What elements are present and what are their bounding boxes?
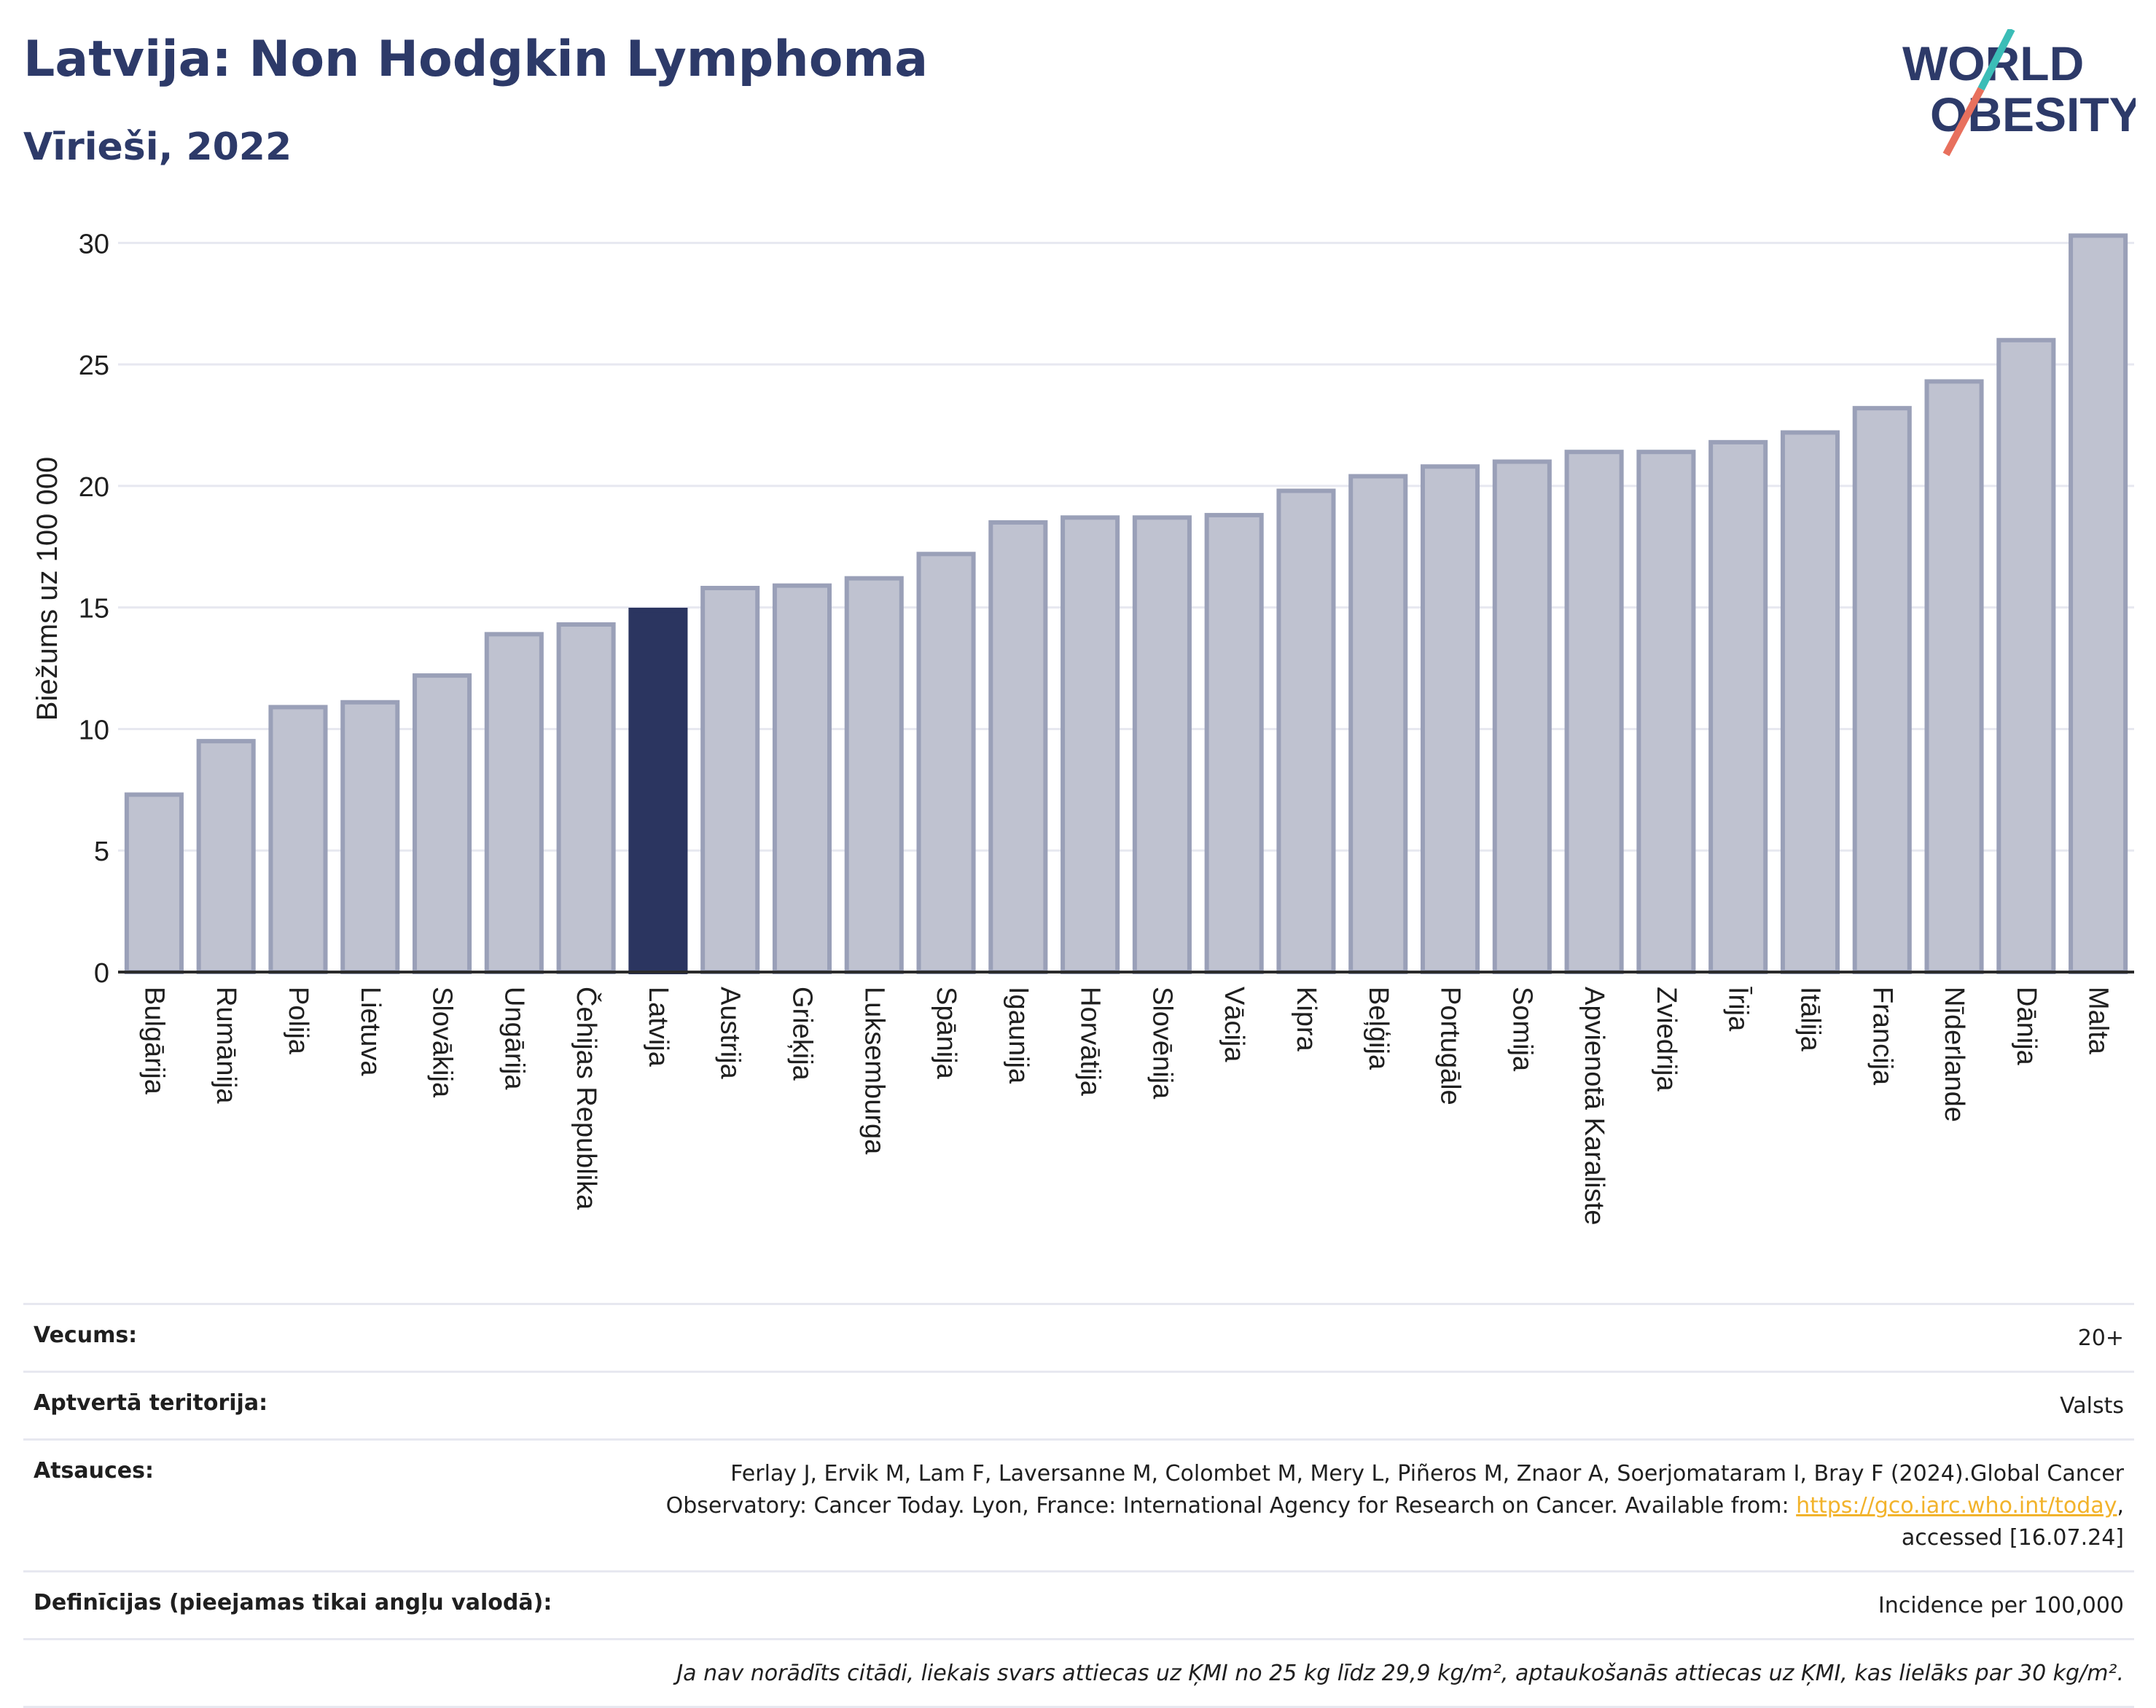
x-tick-label: Francija [1867, 987, 1897, 1086]
info-key: Atsauces: [34, 1458, 154, 1484]
x-tick-label: Īrija [1723, 987, 1754, 1032]
bar-26 [1996, 337, 2056, 975]
bar-1 [196, 739, 256, 974]
bar-23 [1780, 430, 1840, 974]
y-tick-label: 15 [79, 594, 109, 624]
x-tick-label: Zviedrija [1651, 987, 1682, 1092]
bar-9 [772, 583, 832, 974]
bar-6 [556, 622, 616, 974]
info-row: Ja nav norādīts citādi, liekais svars at… [23, 1638, 2134, 1708]
bars [124, 233, 2128, 975]
bar-24 [1852, 406, 1912, 974]
x-tick-label: Luksemburga [859, 987, 889, 1155]
info-value: Ferlay J, Ervik M, Lam F, Laversanne M, … [630, 1458, 2124, 1554]
bar-5 [484, 632, 544, 974]
y-axis-label: Biežums uz 100 000 [31, 457, 63, 721]
x-tick-label: Horvātija [1075, 987, 1106, 1097]
bar-0 [124, 792, 184, 974]
x-tick-label: Dānija [2011, 987, 2042, 1066]
x-tick-label: Rumānija [211, 987, 241, 1104]
bar-12 [988, 520, 1048, 974]
bar-16 [1276, 488, 1336, 974]
y-tick-label: 5 [94, 837, 109, 867]
x-tick-label: Latvija [643, 987, 673, 1068]
bar-4 [412, 673, 472, 975]
logo-slash-teal [1977, 29, 2015, 91]
x-tick-label: Bulgārija [138, 987, 169, 1095]
info-value: Valsts [2060, 1393, 2124, 1419]
x-tick-label: Grieķija [786, 987, 817, 1081]
bar-2 [268, 705, 328, 974]
info-table: Vecums: 20+ Aptvertā teritorija: Valsts Atsa… [23, 1303, 2134, 1708]
bar-14 [1132, 515, 1192, 974]
x-tick-label: Beļģija [1363, 987, 1394, 1070]
bar-27 [2069, 233, 2128, 974]
x-tick-label: Igaunija [1003, 987, 1034, 1084]
bar-17 [1348, 474, 1408, 974]
info-key: Definīcijas (pieejamas tikai angļu valod… [34, 1590, 552, 1615]
bar-3 [340, 700, 400, 974]
x-tick-label: Nīderlande [1939, 987, 1969, 1122]
info-key: Vecums: [34, 1323, 138, 1348]
bar-7 [628, 608, 688, 974]
x-tick-label: Vācija [1219, 987, 1249, 1062]
bar-22 [1708, 439, 1768, 974]
y-tick-label: 20 [79, 472, 109, 503]
reference-text: Ferlay J, Ervik M, Lam F, Laversanne M, … [665, 1461, 2124, 1519]
reference-accessed-text: , accessed [16.07.24] [1901, 1493, 2124, 1551]
info-key: Aptvertā teritorija: [34, 1390, 268, 1416]
y-tick-labels: 0 5 10 15 20 25 30 [79, 229, 109, 989]
bar-10 [844, 576, 904, 974]
reference-link[interactable]: https://gco.iarc.who.int/today [1796, 1493, 2117, 1519]
bar-25 [1924, 379, 1984, 974]
y-tick-label: 10 [79, 715, 109, 745]
x-tick-label: Spānija [931, 987, 961, 1080]
x-tick-label: Malta [2083, 987, 2114, 1055]
x-tick-label: Kipra [1291, 987, 1321, 1052]
page-title: Latvija: Non Hodgkin Lymphoma [23, 31, 929, 88]
bar-19 [1492, 459, 1552, 974]
y-tick-label: 0 [94, 958, 109, 989]
x-tick-label: Čehijas Republika [571, 987, 603, 1210]
x-tick-label: Polija [283, 987, 313, 1055]
x-tick-labels: Bulgārija Rumānija Polija Lietuva Slovākija U… [138, 987, 2113, 1225]
y-tick-label: 25 [79, 350, 109, 381]
world-obesity-logo: WORLD OBESITY [1902, 29, 2136, 157]
x-tick-label: Lietuva [355, 987, 386, 1076]
x-tick-label: Itālija [1794, 987, 1825, 1052]
bar-18 [1420, 464, 1480, 974]
info-row: Definīcijas (pieejamas tikai angļu valod… [23, 1570, 2134, 1638]
x-tick-label: Slovēnija [1147, 987, 1177, 1100]
logo-slash-coral [1942, 87, 1985, 157]
x-tick-label: Ungārija [499, 987, 529, 1090]
x-tick-label: Portugāle [1435, 987, 1466, 1105]
y-tick-label: 30 [79, 229, 109, 259]
bar-13 [1061, 515, 1120, 974]
x-tick-label: Slovākija [427, 987, 458, 1098]
info-value: 20+ [2077, 1325, 2124, 1351]
x-tick-label: Somija [1507, 987, 1537, 1072]
info-value: Ja nav norādīts citādi, liekais svars at… [676, 1661, 2124, 1686]
page-subtitle: Vīrieši, 2022 [23, 125, 292, 169]
bar-21 [1636, 450, 1696, 974]
info-row: Vecums: 20+ [23, 1303, 2134, 1371]
x-tick-label: Apvienotā Karaliste [1579, 987, 1609, 1225]
bar-chart: 0 5 10 15 20 25 30 Bulgārija Rumānija Polija Liet… [31, 229, 2134, 1225]
bar-8 [700, 585, 760, 974]
bar-11 [916, 552, 976, 974]
info-row: Atsauces: Ferlay J, Ervik M, Lam F, Laver… [23, 1438, 2134, 1570]
info-row: Aptvertā teritorija: Valsts [23, 1371, 2134, 1438]
bar-20 [1564, 450, 1624, 974]
x-tick-label: Austrija [715, 987, 746, 1080]
info-value: Incidence per 100,000 [1878, 1593, 2124, 1618]
bar-15 [1204, 512, 1264, 974]
